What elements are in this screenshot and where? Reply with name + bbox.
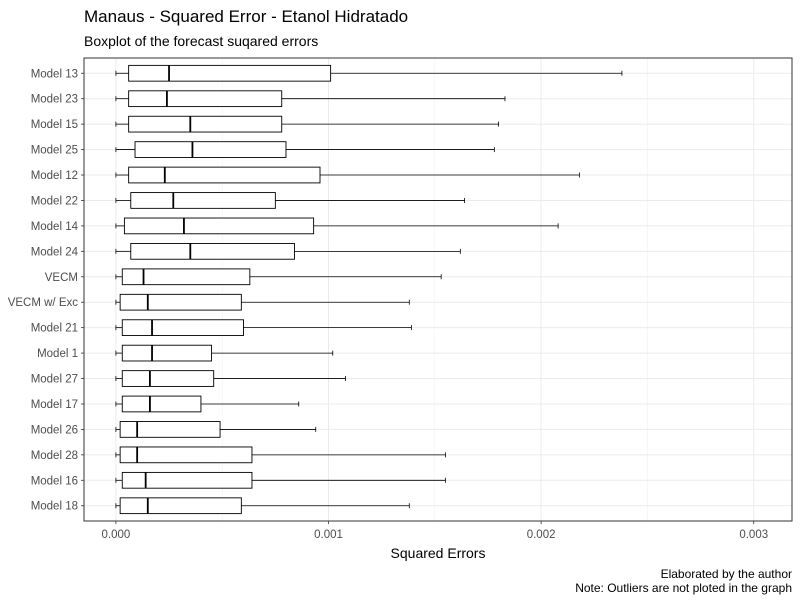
x-tick-label: 0.000 (102, 529, 131, 541)
box-vecm (115, 268, 442, 286)
y-tick-labels: Model 13 Model 23 Model 15 Model 25 Model 12… (8, 68, 84, 513)
box-iqr (119, 421, 221, 438)
y-tick-label: Model 26 (31, 424, 78, 436)
y-tick-label: Model 24 (31, 246, 79, 258)
box-iqr (119, 497, 242, 515)
y-tick-label: Model 14 (31, 221, 79, 233)
y-tick-label: Model 27 (31, 374, 78, 386)
box-model-21 (115, 319, 412, 336)
box-model-28 (115, 446, 446, 464)
box-model-13 (115, 64, 623, 82)
box-model-26 (115, 421, 317, 438)
caption-note: Note: Outliers are not ploted in the gra… (575, 581, 792, 595)
box-model-23 (115, 90, 506, 108)
chart-title: Manaus - Squared Error - Etanol Hidratad… (84, 7, 408, 26)
chart-subtitle: Boxplot of the forecast suqared errors (84, 33, 318, 49)
box-model-25 (115, 141, 495, 158)
y-tick-label: Model 16 (31, 475, 78, 487)
box-model-17 (115, 395, 300, 413)
caption-author: Elaborated by the author (661, 567, 792, 581)
box-model-24 (115, 243, 461, 260)
box-model-27 (115, 370, 346, 387)
box-iqr (128, 64, 332, 82)
x-axis-title: Squared Errors (391, 545, 486, 561)
box-model-18 (115, 497, 410, 515)
y-tick-label: Model 15 (31, 119, 78, 131)
box-iqr (121, 319, 244, 336)
y-tick-label: Model 18 (31, 501, 78, 513)
box-iqr (134, 141, 287, 158)
box-model-1 (115, 344, 334, 362)
box-model-12 (115, 166, 580, 184)
plot-background (84, 58, 792, 521)
box-iqr (121, 395, 202, 413)
y-tick-label: Model 21 (31, 323, 78, 335)
box-model-14 (115, 217, 559, 235)
box-iqr (121, 471, 253, 489)
x-tick-label: 0.001 (314, 529, 343, 541)
box-model-22 (115, 192, 465, 209)
y-tick-label: Model 17 (31, 399, 78, 411)
box-iqr (119, 446, 253, 464)
box-iqr (130, 192, 276, 209)
box-model-16 (115, 471, 446, 489)
box-iqr (119, 293, 242, 311)
y-tick-label: Model 23 (31, 94, 78, 106)
plot-border (83, 57, 793, 522)
x-tick-label: 0.003 (739, 529, 768, 541)
box-iqr (121, 268, 251, 286)
box-iqr (128, 166, 321, 184)
y-tick-label: Model 25 (31, 145, 78, 157)
box-iqr (128, 90, 283, 108)
y-tick-label: Model 12 (31, 170, 78, 182)
box-iqr (128, 115, 283, 133)
y-tick-label: Model 28 (31, 450, 78, 462)
y-tick-label: VECM w/ Exc (8, 297, 79, 309)
box-iqr (130, 243, 295, 260)
y-tick-label: Model 1 (37, 348, 78, 360)
box-iqr (121, 370, 215, 387)
x-tick-label: 0.002 (527, 529, 556, 541)
y-tick-label: Model 13 (31, 68, 78, 80)
box-iqr (123, 217, 315, 235)
y-tick-label: VECM (45, 272, 78, 284)
y-tick-label: Model 22 (31, 195, 78, 207)
x-tick-labels: 0.000 0.001 0.002 0.003 (102, 521, 768, 541)
box-model-15 (115, 115, 499, 133)
boxes (115, 64, 623, 515)
box-iqr (121, 344, 213, 362)
box-vecm-w-exc (115, 293, 410, 311)
